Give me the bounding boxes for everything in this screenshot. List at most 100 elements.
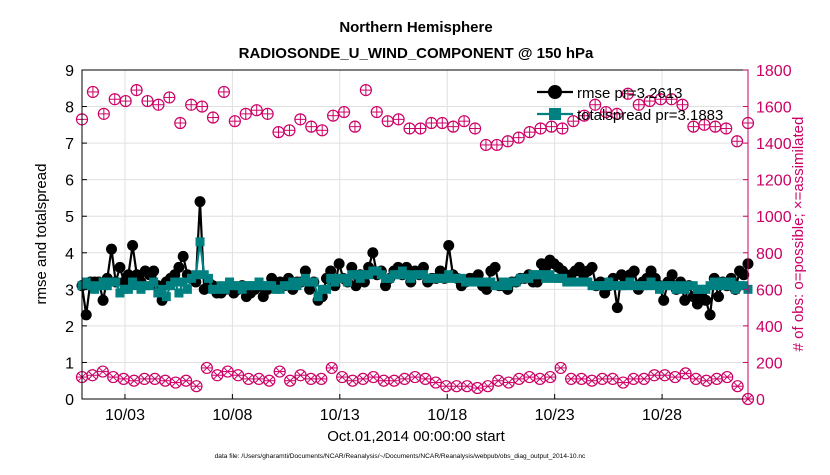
y-tick-label-right: 1200 [756,173,792,190]
possible-point [228,115,241,128]
possible-point [403,122,416,135]
rmse-point [704,309,716,321]
assimilated-point [471,381,484,395]
totalspread-point [174,288,184,298]
assimilated-point [231,369,245,382]
totalspread-point [309,277,319,287]
totalspread-point [123,284,133,294]
possible-point [392,113,405,126]
totalspread-point [191,270,201,280]
totalspread-point [313,292,323,302]
assimilated-point [648,369,661,382]
x-tick-label: 10/18 [427,407,467,424]
totalspread-point [220,284,230,294]
y-tick-label-left: 4 [65,246,74,263]
assimilated-point [429,376,442,389]
x-tick-label: 10/03 [105,407,145,424]
possible-point [130,84,143,97]
x-axis: 10/03 10/08 10/13 10/18 10/23 10/28 [105,394,682,424]
y-tick-label-left: 8 [65,100,74,117]
possible-point [348,120,362,133]
rmse-point [80,309,92,321]
assimilated-point [325,361,338,375]
possible-point [425,116,438,130]
assimilated-point [377,374,390,387]
assimilated-point [190,380,203,393]
assimilated-point [315,372,328,385]
y-tick-label-right: 1800 [756,63,792,80]
possible-point [436,116,449,130]
possible-point [141,94,154,108]
assimilated-point [419,372,432,385]
possible-point [152,98,165,111]
totalspread-point [170,277,180,287]
y-tick-label-right: 0 [756,392,765,409]
possible-point [447,120,460,133]
possible-point [239,107,252,120]
assimilated-point [242,372,255,385]
possible-point [195,100,209,113]
assimilated-point [294,369,307,382]
y-tick-label-left: 2 [65,319,74,336]
possible-point [283,124,296,137]
assimilated-point [627,372,640,385]
rmse-point [658,294,670,306]
legend: rmse pr=3.2613 totalspread pr=3.1883 [537,85,723,124]
possible-point [185,98,198,111]
y-tick-label-right: 600 [756,282,783,299]
possible-point [217,85,231,99]
possible-point [589,98,602,111]
x-tick-label: 10/28 [642,407,682,424]
rmse-point [712,291,724,303]
y-axis-label-left: rmse and totalspread [33,164,50,305]
assimilated-point [169,376,182,389]
x-tick-label: 10/08 [212,407,252,424]
assimilated-point [304,372,318,385]
assimilated-point [669,370,682,384]
legend-rmse-marker [548,85,562,99]
rmse-point [586,261,598,273]
possible-point [468,122,482,135]
possible-point [261,107,274,120]
assimilated-point [159,374,172,387]
rmse-point [194,196,206,208]
possible-point [414,122,427,135]
y-tick-label-left: 6 [65,173,74,190]
assimilated-point [179,374,193,387]
assimilated-point [554,361,567,375]
possible-point [610,107,624,120]
assimilated-point [346,374,359,387]
totalspread-point [321,284,331,294]
right-axis: 0 200 400 600 800 1000 1200 1400 1600 1800 [743,63,792,409]
assimilated-point [138,372,151,385]
assimilated-point [450,380,463,393]
assimilated-point [606,372,619,385]
possible-point [556,122,569,135]
possible-point [359,84,372,97]
rmse-point [367,247,379,259]
assimilated-point [96,365,109,378]
assimilated-point [617,376,630,389]
assimilated-point [408,370,422,384]
totalspread-point [111,277,121,287]
assimilated-point [523,370,536,384]
possible-point [206,111,220,124]
rmse-point [489,261,501,273]
possible-point [632,98,645,111]
assimilated-point [86,369,99,382]
rmse-point [114,261,126,273]
assimilated-point [273,365,286,378]
possible-point [621,87,635,100]
assimilated-point [658,369,671,382]
totalspread-point [182,284,192,294]
assimilated-point [221,365,234,378]
totalspread-point [161,292,171,302]
possible-point [381,115,394,128]
assimilated-point [117,372,130,385]
y-tick-label-left: 0 [65,392,74,409]
series-layer [75,84,755,406]
possible-point [305,120,318,133]
y-axis-label-right: # of obs: o=possible; ×=assimilated [790,117,807,352]
